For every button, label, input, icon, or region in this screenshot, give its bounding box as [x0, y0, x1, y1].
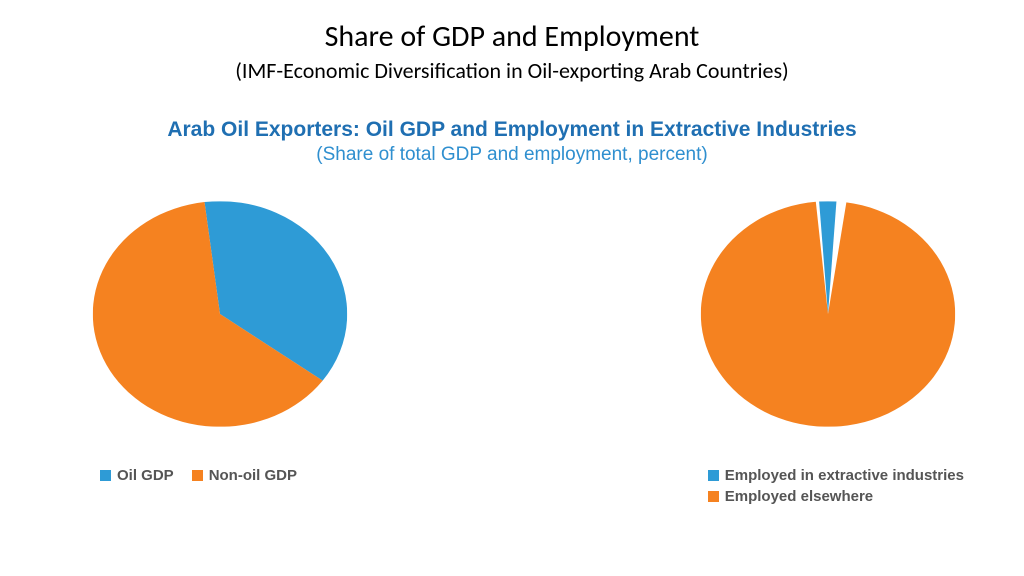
gdp-chart-block: Oil GDP Non-oil GDP — [100, 194, 340, 509]
legend-label: Oil GDP — [117, 467, 174, 484]
section-title: Arab Oil Exporters: Oil GDP and Employme… — [0, 118, 1024, 142]
legend-label: Employed elsewhere — [725, 488, 873, 505]
employment-pie — [708, 194, 948, 439]
gdp-legend: Oil GDP Non-oil GDP — [100, 467, 315, 488]
employment-legend: Employed in extractive industries Employe… — [708, 467, 964, 509]
legend-label: Non-oil GDP — [209, 467, 297, 484]
page-title: Share of GDP and Employment — [0, 0, 1024, 55]
legend-swatch — [192, 470, 203, 481]
legend-swatch — [708, 491, 719, 502]
legend-item: Employed in extractive industries — [708, 467, 964, 484]
legend-label: Employed in extractive industries — [725, 467, 964, 484]
section-subtitle: (Share of total GDP and employment, perc… — [0, 144, 1024, 166]
legend-item: Oil GDP — [100, 467, 174, 484]
legend-item: Employed elsewhere — [708, 488, 964, 505]
legend-swatch — [708, 470, 719, 481]
legend-swatch — [100, 470, 111, 481]
legend-item: Non-oil GDP — [192, 467, 297, 484]
employment-chart-block: Employed in extractive industries Employe… — [708, 194, 964, 509]
gdp-pie — [100, 194, 340, 439]
page-subtitle: (IMF-Economic Diversification in Oil-exp… — [0, 57, 1024, 84]
charts-row: Oil GDP Non-oil GDP Employed in extractiv… — [0, 194, 1024, 509]
